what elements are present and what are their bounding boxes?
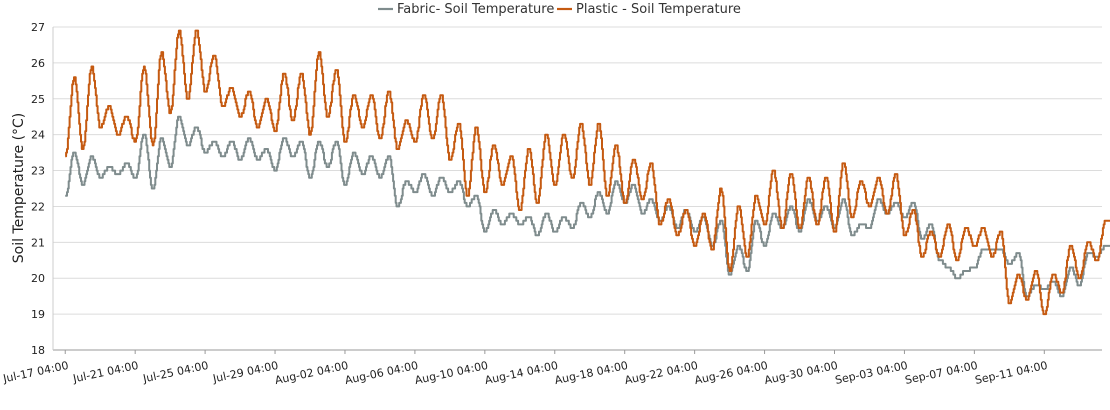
y-tick-label: 22 [31,200,45,213]
legend-label-plastic: Plastic - Soil Temperature [576,2,741,17]
x-tick-label: Aug-02 04:00 [274,359,350,387]
legend: Fabric- Soil Temperature Plastic - Soil … [378,2,741,17]
series-line-plastic [65,29,1110,316]
x-tick-label: Aug-30 04:00 [763,359,839,387]
series-line-fabric [65,115,1110,298]
y-tick-label: 26 [31,57,45,70]
series-lines [65,29,1110,316]
y-tick-label: 24 [31,129,45,142]
x-tick-label: Aug-18 04:00 [553,359,629,387]
x-tick-label: Aug-26 04:00 [693,359,769,387]
x-tick-label: Aug-14 04:00 [483,359,559,387]
x-tick-label: Jul-21 04:00 [71,359,140,386]
x-tick-label: Aug-22 04:00 [623,359,699,387]
y-tick-label: 20 [31,272,45,285]
y-axis-ticks: 18 19 20 21 22 23 24 25 26 27 [31,21,45,357]
x-tick-label: Sep-03 04:00 [834,359,909,387]
x-tick-label: Aug-06 04:00 [344,359,420,387]
x-tick-label: Jul-17 04:00 [1,359,70,386]
y-tick-label: 19 [31,308,45,321]
x-tick-label: Jul-29 04:00 [211,359,280,386]
legend-label-fabric: Fabric- Soil Temperature [397,2,554,17]
x-tick-label: Aug-10 04:00 [414,359,490,387]
y-tick-label: 23 [31,165,45,178]
y-tick-label: 27 [31,21,45,34]
y-tick-label: 25 [31,93,45,106]
x-tick-label: Sep-11 04:00 [974,359,1049,387]
x-tick-label: Sep-07 04:00 [904,359,979,387]
y-tick-label: 18 [31,344,45,357]
y-tick-label: 21 [31,236,45,249]
x-axis-ticks: Jul-17 04:00 Jul-21 04:00 Jul-25 04:00 Jul-… [1,350,1049,387]
x-tick-label: Jul-25 04:00 [141,359,210,386]
y-axis-title: Soil Temperature (°C) [11,113,27,264]
